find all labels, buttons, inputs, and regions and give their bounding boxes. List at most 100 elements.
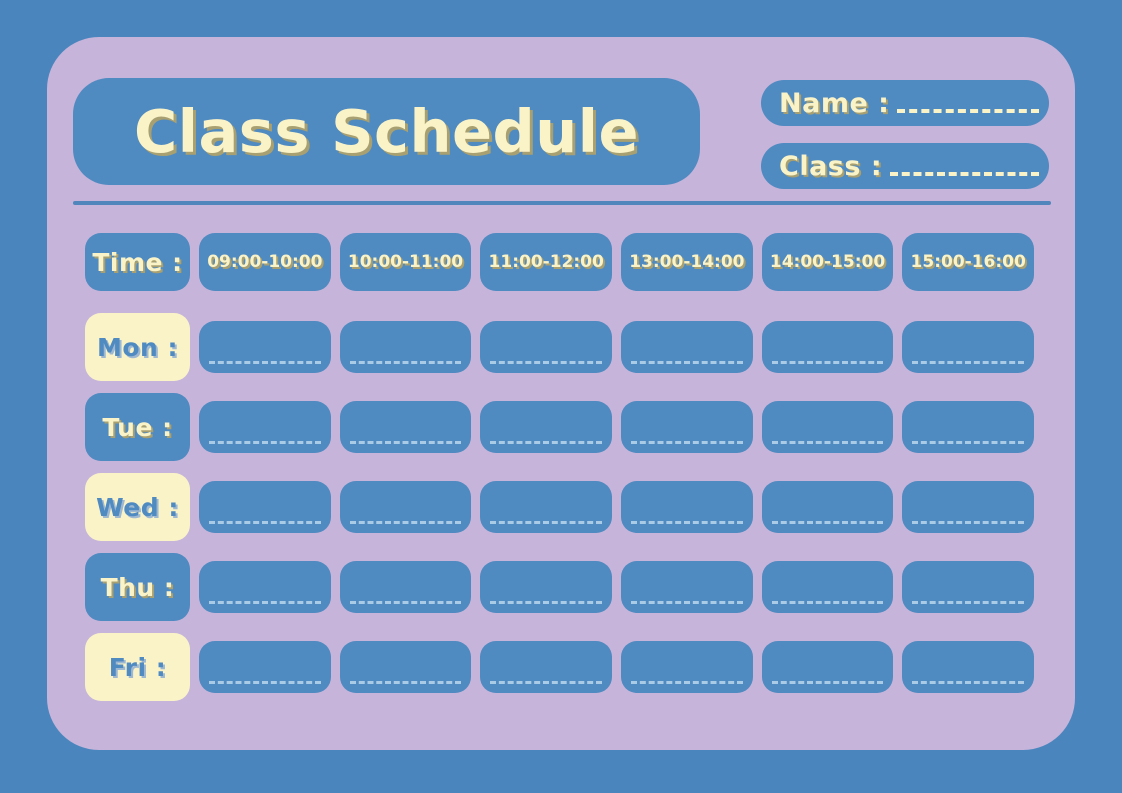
day-row-fri: Fri : bbox=[85, 633, 1035, 701]
time-slot-label: 15:00-16:00 bbox=[910, 252, 1026, 272]
entry-cell-wed-1[interactable] bbox=[199, 481, 331, 533]
entry-rule bbox=[771, 441, 884, 444]
entry-cell-mon-6[interactable] bbox=[902, 321, 1035, 373]
day-label: Fri : bbox=[108, 652, 167, 682]
entry-rule bbox=[771, 521, 884, 524]
day-row-wed: Wed : bbox=[85, 473, 1035, 541]
time-slot-4: 13:00-14:00 bbox=[621, 233, 753, 291]
entry-rule bbox=[209, 601, 321, 604]
entry-rule bbox=[209, 681, 321, 684]
day-label-cell-tue: Tue : bbox=[85, 393, 190, 461]
entry-rule bbox=[631, 601, 743, 604]
entry-cell-fri-3[interactable] bbox=[480, 641, 613, 693]
entry-cell-tue-5[interactable] bbox=[761, 401, 894, 453]
entry-cell-tue-1[interactable] bbox=[199, 401, 331, 453]
day-label: Mon : bbox=[96, 332, 179, 362]
page-title: Class Schedule bbox=[133, 97, 640, 166]
day-label: Thu : bbox=[100, 572, 175, 602]
entry-cell-tue-4[interactable] bbox=[621, 401, 753, 453]
class-field[interactable]: Class : bbox=[761, 143, 1049, 189]
entry-cell-thu-2[interactable] bbox=[339, 561, 472, 613]
entry-cell-mon-4[interactable] bbox=[621, 321, 753, 373]
entry-rule bbox=[771, 681, 884, 684]
time-slot-label: 10:00-11:00 bbox=[347, 252, 464, 272]
day-label-cell-fri: Fri : bbox=[85, 633, 190, 701]
entry-cell-mon-1[interactable] bbox=[199, 321, 331, 373]
day-label-cell-wed: Wed : bbox=[85, 473, 190, 541]
entry-cell-wed-5[interactable] bbox=[761, 481, 894, 533]
entry-rule bbox=[912, 601, 1025, 604]
name-field-rule bbox=[897, 109, 1039, 113]
entry-cell-wed-4[interactable] bbox=[621, 481, 753, 533]
entry-rule bbox=[912, 521, 1025, 524]
day-label: Tue : bbox=[102, 412, 173, 442]
name-field[interactable]: Name : bbox=[761, 80, 1049, 126]
entry-rule bbox=[490, 521, 603, 524]
time-slot-label: 09:00-10:00 bbox=[207, 252, 323, 272]
class-field-label: Class : bbox=[779, 150, 883, 182]
entry-rule bbox=[349, 601, 462, 604]
entry-cell-fri-6[interactable] bbox=[902, 641, 1035, 693]
entry-cell-tue-2[interactable] bbox=[339, 401, 472, 453]
entry-rule bbox=[209, 441, 321, 444]
entry-rule bbox=[209, 521, 321, 524]
entry-rule bbox=[490, 681, 603, 684]
entry-rule bbox=[349, 441, 462, 444]
time-slot-label: 11:00-12:00 bbox=[488, 252, 604, 272]
day-label: Wed : bbox=[96, 492, 179, 522]
entry-rule bbox=[912, 441, 1025, 444]
entry-cell-mon-5[interactable] bbox=[761, 321, 894, 373]
entry-rule bbox=[349, 521, 462, 524]
entry-cell-thu-4[interactable] bbox=[621, 561, 753, 613]
day-row-thu: Thu : bbox=[85, 553, 1035, 621]
title-banner: Class Schedule bbox=[73, 78, 700, 185]
entry-cell-mon-3[interactable] bbox=[480, 321, 613, 373]
entry-cell-wed-6[interactable] bbox=[902, 481, 1035, 533]
class-field-rule bbox=[890, 172, 1039, 176]
time-slot-2: 10:00-11:00 bbox=[339, 233, 472, 291]
header: Class Schedule Name : Class : bbox=[73, 78, 1049, 189]
entry-cell-fri-5[interactable] bbox=[761, 641, 894, 693]
entry-cell-fri-1[interactable] bbox=[199, 641, 331, 693]
time-header-row: Time : 09:00-10:00 10:00-11:00 11:00-12:… bbox=[85, 233, 1035, 291]
entry-rule bbox=[631, 681, 743, 684]
entry-rule bbox=[912, 681, 1025, 684]
time-label-cell: Time : bbox=[85, 233, 190, 291]
entry-rule bbox=[349, 361, 462, 364]
entry-cell-thu-1[interactable] bbox=[199, 561, 331, 613]
time-slot-5: 14:00-15:00 bbox=[761, 233, 894, 291]
entry-cell-mon-2[interactable] bbox=[339, 321, 472, 373]
entry-cell-tue-6[interactable] bbox=[902, 401, 1035, 453]
entry-cell-tue-3[interactable] bbox=[480, 401, 613, 453]
entry-rule bbox=[771, 601, 884, 604]
entry-cell-wed-2[interactable] bbox=[339, 481, 472, 533]
schedule-panel: Class Schedule Name : Class : Time : 09:… bbox=[47, 37, 1075, 750]
entry-cell-thu-3[interactable] bbox=[480, 561, 613, 613]
entry-rule bbox=[349, 681, 462, 684]
day-label-cell-thu: Thu : bbox=[85, 553, 190, 621]
entry-rule bbox=[631, 361, 743, 364]
entry-cell-thu-6[interactable] bbox=[902, 561, 1035, 613]
entry-rule bbox=[490, 601, 603, 604]
entry-rule bbox=[771, 361, 884, 364]
time-slot-label: 14:00-15:00 bbox=[769, 252, 886, 272]
entry-rule bbox=[631, 521, 743, 524]
entry-rule bbox=[209, 361, 321, 364]
schedule-grid: Time : 09:00-10:00 10:00-11:00 11:00-12:… bbox=[85, 233, 1035, 723]
day-row-mon: Mon : bbox=[85, 313, 1035, 381]
name-field-label: Name : bbox=[779, 87, 890, 119]
day-label-cell-mon: Mon : bbox=[85, 313, 190, 381]
entry-cell-thu-5[interactable] bbox=[761, 561, 894, 613]
time-label: Time : bbox=[92, 247, 183, 277]
time-slot-label: 13:00-14:00 bbox=[629, 252, 745, 272]
time-slot-3: 11:00-12:00 bbox=[480, 233, 613, 291]
header-divider bbox=[73, 201, 1051, 205]
entry-rule bbox=[912, 361, 1025, 364]
entry-rule bbox=[490, 441, 603, 444]
time-slot-1: 09:00-10:00 bbox=[199, 233, 331, 291]
entry-cell-wed-3[interactable] bbox=[480, 481, 613, 533]
entry-cell-fri-2[interactable] bbox=[339, 641, 472, 693]
time-slot-6: 15:00-16:00 bbox=[902, 233, 1035, 291]
entry-cell-fri-4[interactable] bbox=[621, 641, 753, 693]
day-row-tue: Tue : bbox=[85, 393, 1035, 461]
